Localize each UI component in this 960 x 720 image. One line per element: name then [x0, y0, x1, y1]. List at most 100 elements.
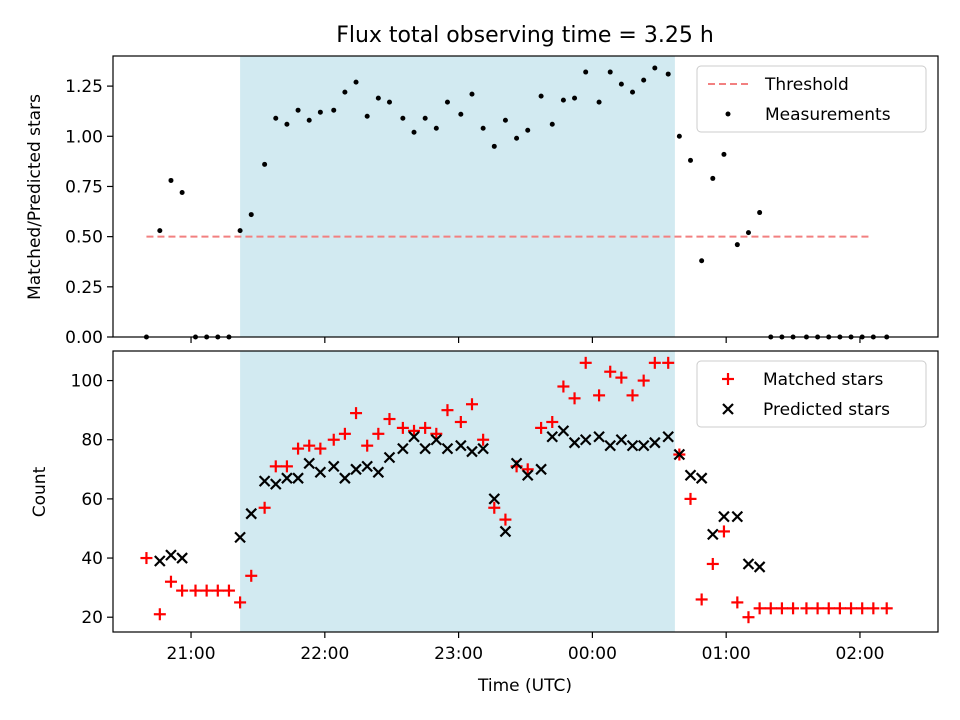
matched-star-point	[430, 427, 443, 440]
predicted-star-point	[557, 425, 570, 437]
predicted-star-point	[546, 431, 559, 443]
y-tick-label: 100	[71, 372, 103, 392]
predicted-star-point	[707, 528, 719, 541]
measurement-point	[284, 121, 290, 127]
predicted-star-point	[408, 431, 420, 443]
predicted-star-point	[510, 457, 523, 470]
predicted-star-point	[499, 525, 512, 538]
matched-star-point	[441, 404, 454, 417]
matched-star-point	[880, 602, 893, 615]
top-axes-frame	[112, 55, 939, 338]
matched-star-point	[811, 602, 824, 615]
measurement-point	[353, 79, 359, 85]
matched-star-point	[292, 442, 305, 455]
bottom-legend-box	[696, 360, 927, 428]
matched-star-point	[200, 584, 213, 597]
measurements-legend-label: Measurements	[765, 105, 891, 125]
matched-star-point	[164, 575, 177, 588]
predicted-star-point	[637, 439, 650, 452]
matched-star-point	[604, 365, 617, 378]
predicted-star-point	[718, 510, 730, 523]
x-tick-label: 01:00	[702, 644, 751, 664]
predicted-star-point	[662, 431, 674, 443]
matched-star-point	[245, 569, 258, 582]
predicted-star-point	[615, 433, 628, 446]
predicted-star-point	[695, 472, 708, 484]
measurement-point	[538, 93, 544, 99]
threshold-legend-label: Threshold	[764, 75, 849, 95]
matched-star-point	[775, 602, 788, 615]
measurement-point	[583, 69, 589, 75]
x-tick-label: 02:00	[835, 644, 884, 664]
matched-star-point	[742, 611, 755, 624]
predicted-star-point	[753, 561, 766, 573]
x-tick-label: 00:00	[568, 644, 617, 664]
y-tick-label: 40	[81, 549, 103, 569]
matched-star-point	[593, 389, 606, 402]
matched-star-point	[626, 389, 639, 402]
measurement-point	[317, 109, 323, 115]
predicted-star-point	[593, 431, 605, 443]
predicted-star-point	[292, 472, 304, 484]
predicted-star-point	[441, 442, 454, 455]
predicted-star-point	[604, 439, 617, 452]
matched-star-point	[753, 602, 766, 615]
y-tick-label: 1.25	[65, 77, 103, 97]
measurement-point	[262, 161, 268, 167]
measurement-point	[248, 212, 254, 218]
matched-star-point	[140, 552, 153, 565]
matched-star-point	[499, 513, 512, 526]
measurement-point	[342, 89, 348, 95]
top-y-ticks: 0.00 0.25 0.50 0.75 1.00 1.25	[65, 77, 113, 348]
predicted-star-point	[419, 442, 431, 455]
measurement-point	[469, 91, 475, 97]
measurement-point	[745, 230, 751, 236]
predicted-star-point	[731, 510, 744, 523]
predicted-star-point	[568, 436, 581, 449]
observing-window-shade	[240, 351, 675, 632]
shaded-interval	[240, 56, 675, 337]
measurement-point	[400, 115, 406, 121]
matched-star-point	[546, 415, 559, 428]
matched-star-point	[361, 439, 374, 452]
measurement-point	[665, 71, 671, 77]
measurement-point	[699, 258, 705, 264]
measurement-point	[721, 151, 727, 157]
predicted-star-point	[430, 433, 443, 446]
predicted-star-point	[303, 457, 315, 470]
matched-star-point	[327, 433, 340, 446]
measurement-point	[757, 210, 763, 216]
top-legend: Threshold Measurements	[696, 65, 927, 133]
predicted-star-point	[521, 469, 534, 482]
matched-star-point	[383, 413, 396, 426]
matched-star-point	[408, 424, 421, 437]
measurement-points	[143, 65, 890, 340]
x-axis-label: Time (UTC)	[477, 676, 572, 696]
matched-star-point	[280, 460, 293, 473]
matched-star-point	[637, 374, 650, 387]
matched-legend-swatch	[722, 373, 734, 385]
matched-star-point	[350, 407, 363, 420]
x-tick-label: 21:00	[167, 644, 216, 664]
matched-star-point	[338, 427, 351, 440]
predicted-star-point	[535, 463, 547, 476]
measurement-point	[480, 125, 486, 131]
top-legend-box	[696, 65, 927, 133]
matched-star-point	[234, 596, 247, 609]
predicted-star-point	[327, 460, 340, 473]
predicted-star-point	[154, 555, 166, 567]
measurement-point	[295, 107, 301, 113]
measurement-point	[560, 97, 566, 103]
predicted-star-point	[673, 448, 686, 461]
matched-star-point	[695, 593, 708, 606]
matched-star-point	[717, 525, 730, 538]
matched-star-point	[568, 392, 581, 405]
bottom-x-ticks: 21:00 22:00 23:00 00:00 01:00 02:00	[167, 632, 884, 664]
predicted-star-point	[466, 445, 478, 458]
measurement-point	[237, 228, 243, 234]
measurement-point	[375, 95, 381, 101]
measurement-point	[514, 135, 520, 141]
matched-star-point	[557, 380, 570, 393]
bottom-legend: Matched stars Predicted stars	[696, 360, 927, 428]
